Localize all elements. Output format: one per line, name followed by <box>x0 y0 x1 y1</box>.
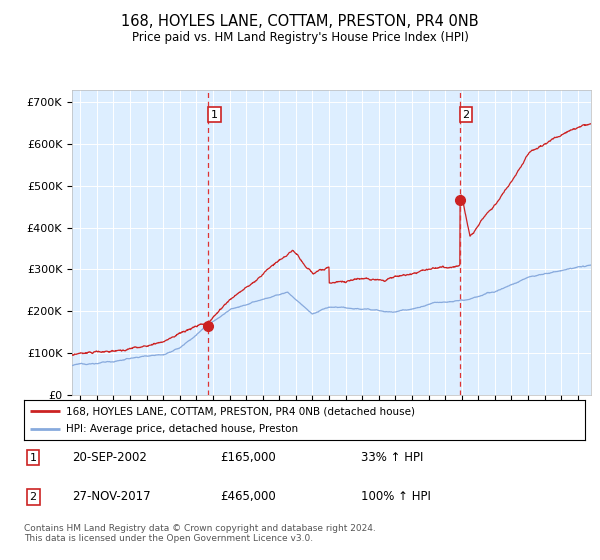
Text: Price paid vs. HM Land Registry's House Price Index (HPI): Price paid vs. HM Land Registry's House … <box>131 31 469 44</box>
Text: £165,000: £165,000 <box>220 451 276 464</box>
Text: HPI: Average price, detached house, Preston: HPI: Average price, detached house, Pres… <box>66 424 298 434</box>
Text: 1: 1 <box>29 452 37 463</box>
Text: £465,000: £465,000 <box>220 491 276 503</box>
Text: 20-SEP-2002: 20-SEP-2002 <box>71 451 146 464</box>
Text: Contains HM Land Registry data © Crown copyright and database right 2024.
This d: Contains HM Land Registry data © Crown c… <box>24 524 376 543</box>
Text: 2: 2 <box>29 492 37 502</box>
Text: 2: 2 <box>463 110 470 120</box>
Text: 100% ↑ HPI: 100% ↑ HPI <box>361 491 430 503</box>
Text: 1: 1 <box>211 110 218 120</box>
Text: 168, HOYLES LANE, COTTAM, PRESTON, PR4 0NB: 168, HOYLES LANE, COTTAM, PRESTON, PR4 0… <box>121 14 479 29</box>
Text: 33% ↑ HPI: 33% ↑ HPI <box>361 451 423 464</box>
Text: 27-NOV-2017: 27-NOV-2017 <box>71 491 151 503</box>
Text: 168, HOYLES LANE, COTTAM, PRESTON, PR4 0NB (detached house): 168, HOYLES LANE, COTTAM, PRESTON, PR4 0… <box>66 407 415 417</box>
